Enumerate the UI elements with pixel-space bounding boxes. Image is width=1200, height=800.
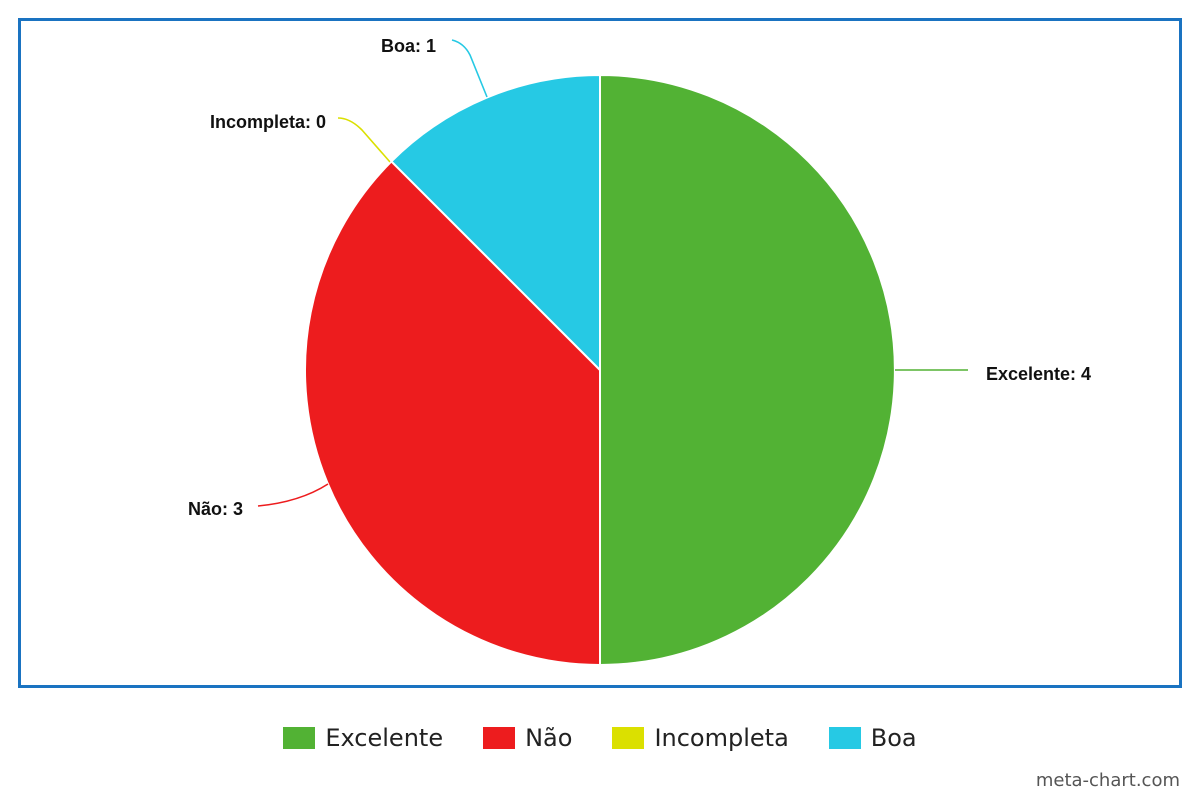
legend-label: Excelente bbox=[325, 724, 444, 752]
legend-swatch-boa bbox=[828, 727, 861, 749]
chart-legend: Excelente Não Incompleta Boa bbox=[0, 720, 1200, 756]
pie-slice-boa[interactable] bbox=[389, 73, 601, 373]
data-label-excelente: Excelente: 4 bbox=[986, 364, 1091, 384]
legend-item-boa[interactable]: Boa bbox=[828, 724, 917, 752]
data-label-nao: Não: 3 bbox=[188, 499, 243, 519]
data-label-boa: Boa: 1 bbox=[381, 36, 436, 56]
connector-line-boa bbox=[451, 39, 488, 98]
legend-label: Não bbox=[525, 724, 573, 752]
chart-frame bbox=[18, 18, 1182, 688]
legend-swatch-incompleta bbox=[612, 727, 645, 749]
legend-label: Incompleta bbox=[654, 724, 789, 752]
legend-item-incompleta[interactable]: Incompleta bbox=[612, 724, 789, 752]
pie-slice-excelente[interactable] bbox=[599, 73, 896, 667]
legend-item-nao[interactable]: Não bbox=[483, 724, 572, 752]
legend-item-excelente[interactable]: Excelente bbox=[283, 724, 443, 752]
connector-line-incompleta bbox=[337, 117, 391, 163]
legend-swatch-excelente bbox=[283, 727, 316, 749]
legend-label: Boa bbox=[870, 724, 917, 752]
legend-swatch-nao bbox=[483, 727, 516, 749]
connector-line-nao bbox=[257, 483, 329, 507]
watermark: meta-chart.com bbox=[1035, 770, 1180, 791]
data-label-incompleta: Incompleta: 0 bbox=[210, 112, 326, 132]
pie-slice-nao[interactable] bbox=[304, 159, 601, 667]
